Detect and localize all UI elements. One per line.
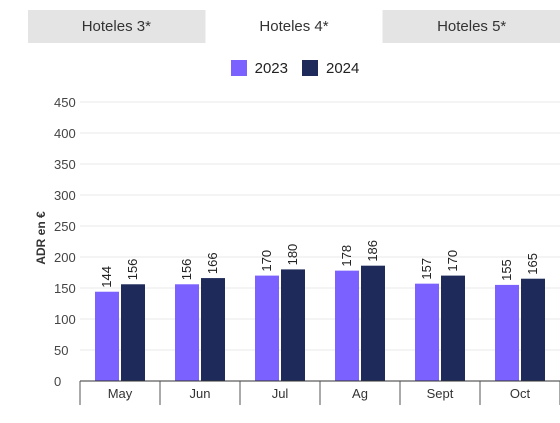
chart-legend: 2023 2024	[0, 57, 560, 79]
legend-swatch-2023	[230, 60, 247, 76]
bar-2023-oct[interactable]	[495, 284, 519, 381]
x-tick-label: Sept	[427, 386, 454, 401]
bars	[95, 265, 545, 381]
data-label: 155	[499, 259, 514, 281]
data-label: 170	[445, 250, 460, 272]
y-tick-label: 400	[54, 126, 76, 141]
data-label: 180	[285, 244, 300, 266]
bar-2024-may[interactable]	[121, 284, 145, 381]
x-tick-label: Jun	[190, 386, 211, 401]
data-label: 178	[339, 245, 354, 267]
y-tick-label: 100	[54, 312, 76, 327]
bar-2024-ag[interactable]	[361, 265, 385, 381]
bar-2023-may[interactable]	[95, 291, 119, 381]
data-label: 157	[419, 258, 434, 280]
bar-2024-jun[interactable]	[201, 278, 225, 381]
data-label: 166	[205, 252, 220, 274]
bar-2023-jun[interactable]	[175, 284, 199, 381]
data-label: 186	[365, 240, 380, 262]
x-tick-label: Ag	[352, 386, 368, 401]
y-tick-label: 300	[54, 188, 76, 203]
y-axis-title: ADR en €	[34, 211, 48, 265]
x-tick-label: Jul	[272, 386, 289, 401]
data-label: 144	[99, 266, 114, 288]
data-label: 156	[179, 259, 194, 281]
x-tick-label: Oct	[510, 386, 531, 401]
data-labels: 144 156 156 166 170 180 178 186 157 170 155 165	[99, 240, 540, 288]
y-tick-label: 150	[54, 281, 76, 296]
legend-item-2024[interactable]: 2024	[302, 60, 359, 77]
bar-2023-ag[interactable]	[335, 270, 359, 381]
bar-2024-jul[interactable]	[281, 269, 305, 381]
y-tick-label: 450	[54, 95, 76, 110]
y-tick-label: 50	[54, 343, 68, 358]
data-label: 170	[259, 250, 274, 272]
bar-2024-oct[interactable]	[521, 278, 545, 381]
data-label: 156	[125, 259, 140, 281]
data-label: 165	[525, 253, 540, 275]
tab-hoteles-5[interactable]: Hoteles 5*	[382, 10, 560, 43]
legend-swatch-2024	[302, 60, 318, 76]
x-tick-label: May	[108, 386, 133, 401]
tab-hoteles-3[interactable]: Hoteles 3*	[28, 10, 205, 43]
y-axis-ticks: 0 50 100 150 200 250 300 350 400 450	[54, 95, 76, 389]
y-tick-label: 350	[54, 157, 76, 172]
bar-2023-sept[interactable]	[415, 283, 439, 381]
y-tick-label: 250	[54, 219, 76, 234]
y-tick-label: 200	[54, 250, 76, 265]
legend-label-2023: 2023	[254, 59, 288, 77]
bar-2023-jul[interactable]	[255, 275, 279, 381]
grid-lines	[80, 101, 560, 351]
legend-label-2024: 2024	[326, 59, 360, 77]
legend-item-2023[interactable]: 2023	[230, 59, 288, 77]
hotel-category-tabs: Hoteles 3* Hoteles 4* Hoteles 5*	[28, 10, 560, 43]
x-axis: May Jun Jul Ag Sept Oct	[79, 380, 560, 405]
bar-2024-sept[interactable]	[441, 275, 465, 381]
tab-hoteles-4[interactable]: Hoteles 4*	[204, 10, 383, 43]
y-tick-label: 0	[54, 374, 61, 389]
